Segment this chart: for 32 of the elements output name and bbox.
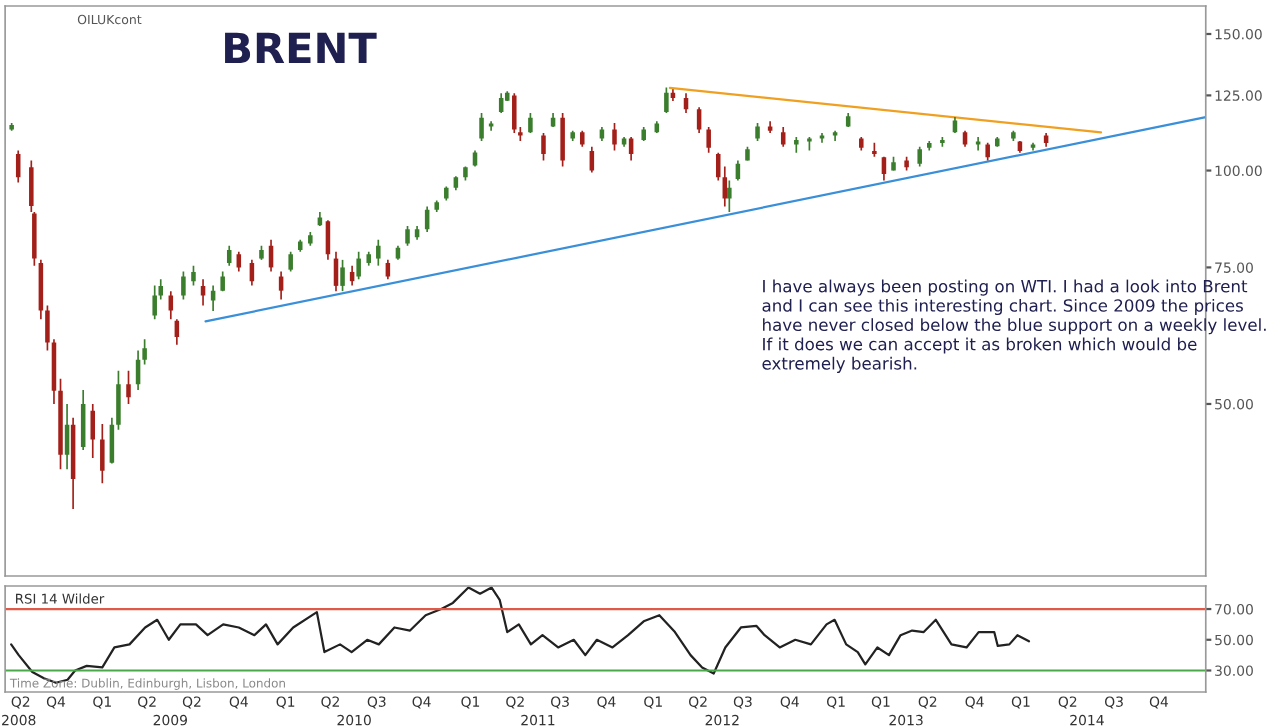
- candlestick: [528, 112, 533, 134]
- candlestick: [541, 132, 546, 162]
- candlestick: [152, 284, 157, 321]
- candlestick: [560, 112, 565, 168]
- candlestick: [612, 122, 617, 152]
- candlestick: [917, 145, 922, 168]
- candlestick: [126, 369, 131, 405]
- candlestick: [664, 86, 669, 114]
- candlestick: [116, 369, 121, 431]
- candlestick: [181, 270, 186, 301]
- candlestick: [479, 112, 484, 142]
- candlestick: [706, 126, 711, 154]
- annotation: I have always been posting on WTI. I had a look into Brent and I can see this interesting chart. Since 2009 the prices have never closed below the blue support on a weekly level. If it does we can accept it as broken which would be extremely bearish.: [762, 279, 1266, 373]
- candlestick: [100, 423, 105, 485]
- candlestick: [628, 136, 634, 162]
- candlestick: [191, 264, 196, 287]
- candlestick: [780, 126, 786, 148]
- candlestick: [32, 211, 37, 267]
- text: BRENT: [225, 32, 377, 64]
- candlestick: [288, 250, 293, 273]
- candlestick: [385, 259, 391, 281]
- candlestick: [340, 259, 345, 292]
- candlestick: [200, 278, 206, 307]
- candlestick: [90, 403, 96, 459]
- candlestick: [356, 250, 361, 281]
- candlestick: [376, 239, 381, 267]
- candlestick: [589, 145, 595, 174]
- candlestick: [727, 179, 732, 213]
- candlestick: [512, 92, 517, 134]
- candlestick: [755, 122, 760, 142]
- candlestick: [405, 225, 410, 247]
- candlestick: [29, 159, 34, 213]
